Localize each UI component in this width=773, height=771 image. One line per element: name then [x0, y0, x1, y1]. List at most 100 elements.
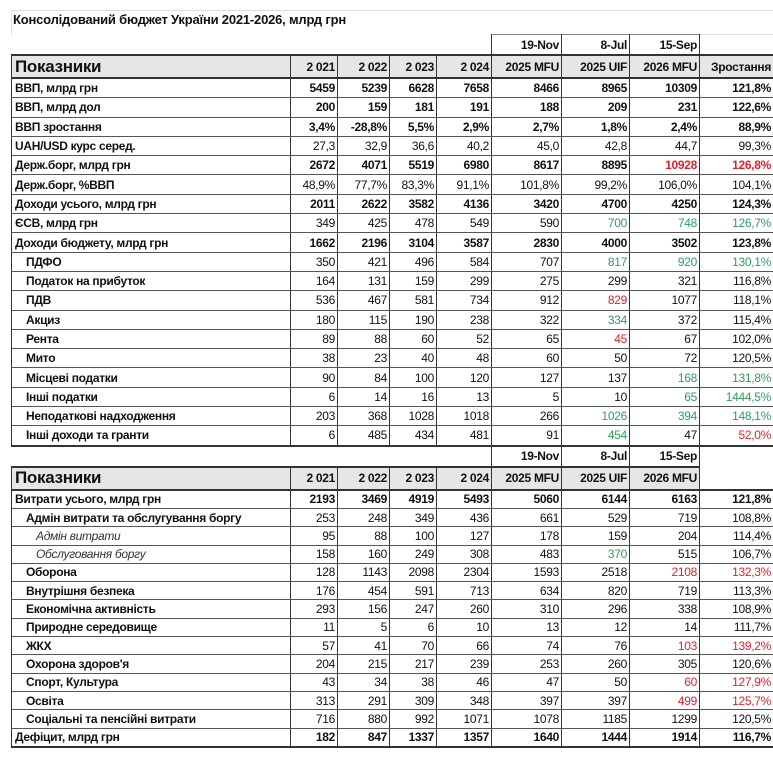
value-cell: 13 — [491, 618, 563, 638]
growth-cell: 130,1% — [699, 252, 773, 272]
row-label: Податок на прибуток — [11, 271, 291, 292]
value-cell: 159 — [561, 526, 631, 546]
value-cell: 168 — [629, 367, 701, 388]
blank-cell — [699, 445, 773, 467]
value-cell: 253 — [491, 654, 563, 674]
row-label: ЖКХ — [11, 636, 291, 656]
value-cell: 84 — [337, 367, 390, 388]
growth-cell: 116,7% — [699, 728, 773, 748]
blank-cell — [699, 466, 773, 491]
row-label: Держ.борг, млрд грн — [11, 155, 291, 176]
value-cell: 8895 — [561, 155, 631, 176]
growth-cell: 120,6% — [699, 654, 773, 674]
growth-cell: 102,0% — [699, 329, 773, 350]
column-header: 2026 MFU — [629, 54, 701, 79]
value-cell: 291 — [337, 691, 390, 711]
column-header: 2026 MFU — [629, 465, 701, 491]
value-cell: 299 — [561, 271, 631, 292]
value-cell: 100 — [389, 367, 437, 388]
value-cell: 590 — [491, 213, 563, 234]
growth-cell: 108,8% — [699, 508, 773, 528]
table-row: Акциз 180 115 190 238 322 334 372 115,4% — [11, 310, 773, 330]
value-cell: 260 — [436, 599, 493, 619]
value-cell: 6980 — [436, 155, 493, 176]
growth-cell: 104,1% — [699, 174, 773, 195]
expense-header-row: Показники 2 021 2 022 2 023 2 024 2025 MFU 202… — [11, 465, 773, 491]
value-cell: 322 — [491, 310, 563, 330]
value-cell: 156 — [337, 599, 390, 619]
growth-cell: 123,8% — [699, 232, 773, 253]
value-cell: 47 — [491, 673, 563, 692]
growth-cell: 106,7% — [699, 545, 773, 564]
row-label: Рента — [11, 329, 291, 350]
value-cell: 70 — [389, 636, 437, 656]
growth-cell: 124,3% — [699, 194, 773, 215]
growth-cell: 108,9% — [699, 599, 773, 619]
value-cell: 368 — [337, 406, 390, 427]
table-row: Рента 89 88 60 52 65 45 67 102,0% — [11, 329, 773, 350]
value-cell: 2304 — [436, 563, 493, 583]
growth-cell: 120,5% — [699, 709, 773, 729]
row-label: Адмін витрати — [11, 526, 291, 546]
row-label: ЄСВ, млрд грн — [11, 213, 291, 234]
value-cell: 719 — [629, 581, 701, 601]
value-cell: 181 — [389, 97, 437, 118]
value-cell: 209 — [561, 97, 631, 118]
column-header: 2025 MFU — [491, 465, 563, 491]
value-cell: 180 — [290, 310, 338, 330]
table-row: Держ.борг, %ВВП 48,9% 77,7% 83,3% 91,1% 101,8… — [11, 174, 773, 195]
value-cell: 394 — [629, 406, 701, 427]
value-cell: 191 — [436, 97, 493, 118]
revenue-date-row: 19-Nov 8-Jul 15-Sep — [11, 34, 773, 56]
value-cell: 66 — [436, 636, 493, 656]
value-cell: 1914 — [629, 728, 701, 748]
value-cell: 159 — [389, 271, 437, 292]
value-cell: 5,5% — [389, 117, 437, 137]
value-cell: 60 — [491, 348, 563, 369]
value-cell: 158 — [290, 545, 338, 564]
value-cell: 253 — [290, 508, 338, 528]
growth-cell: 125,7% — [699, 691, 773, 711]
growth-cell: 52,0% — [699, 425, 773, 447]
row-label: ВВП, млрд дол — [11, 97, 291, 118]
value-cell: 2196 — [337, 232, 390, 253]
date-cell: 19-Nov — [491, 445, 563, 468]
value-cell: 106,0% — [629, 174, 701, 195]
table-row: ВВП зростання 3,4% -28,8% 5,5% 2,9% 2,7% 1,8% 2… — [11, 117, 773, 137]
table-row: ЄСВ, млрд грн 349 425 478 549 590 700 748 126,7% — [11, 213, 773, 234]
value-cell: 76 — [561, 636, 631, 656]
growth-cell: 126,8% — [699, 155, 773, 176]
value-cell: 467 — [337, 290, 390, 311]
value-cell: 89 — [290, 329, 338, 350]
value-cell: 10 — [561, 387, 631, 408]
value-cell: 1299 — [629, 709, 701, 729]
row-label: Інші податки — [11, 387, 291, 408]
value-cell: 266 — [491, 406, 563, 427]
value-cell: 200 — [290, 97, 338, 118]
value-cell: 14 — [337, 387, 390, 408]
value-cell: 370 — [561, 545, 631, 564]
value-cell: 499 — [629, 691, 701, 711]
expense-date-row: 19-Nov 8-Jul 15-Sep — [11, 445, 773, 468]
value-cell: 700 — [561, 213, 631, 234]
row-label: Спорт, Культура — [11, 673, 291, 692]
column-header: 2 021 — [290, 465, 338, 491]
value-cell: 2,7% — [491, 117, 563, 137]
value-cell: 239 — [436, 654, 493, 674]
value-cell: 6 — [290, 387, 338, 408]
row-label: Акциз — [11, 310, 291, 330]
value-cell: 60 — [629, 673, 701, 692]
value-cell: 91 — [491, 425, 563, 447]
value-cell: 13 — [436, 387, 493, 408]
value-cell: 83,3% — [389, 174, 437, 195]
value-cell: 912 — [491, 290, 563, 311]
value-cell: 3587 — [436, 232, 493, 253]
value-cell: 1593 — [491, 563, 563, 583]
value-cell: 88 — [337, 329, 390, 350]
value-cell: 77,7% — [337, 174, 390, 195]
value-cell: 454 — [337, 581, 390, 601]
value-cell: 4700 — [561, 194, 631, 215]
value-cell: 45,0 — [491, 136, 563, 157]
value-cell: 60 — [389, 329, 437, 350]
value-cell: 101,8% — [491, 174, 563, 195]
